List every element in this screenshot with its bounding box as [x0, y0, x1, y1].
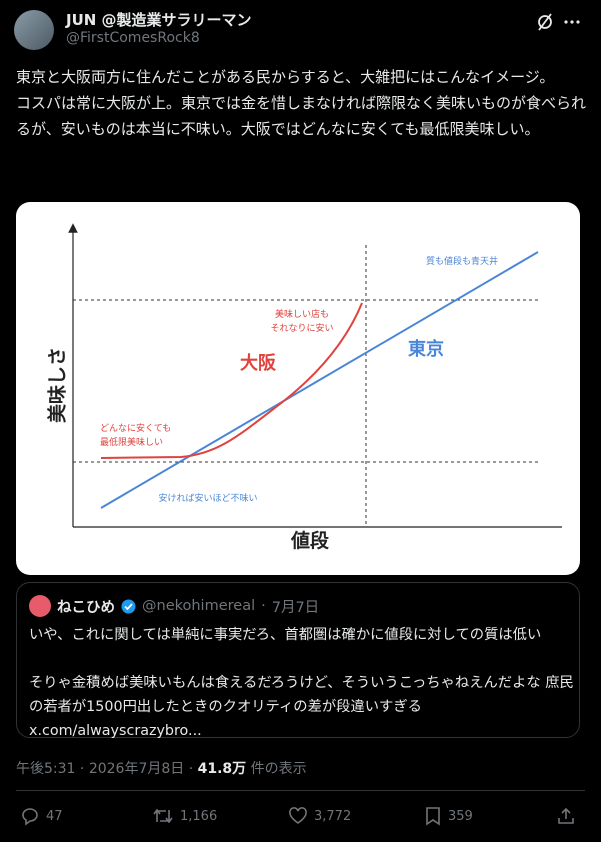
quote-avatar [29, 595, 51, 617]
tokyo-line [100, 251, 539, 509]
annotation: どんなに安くても [100, 422, 171, 434]
diagram: 美味しさ 値段 大阪 東京 質も値段も青天井 美味しい店も それなりに安い どん… [46, 223, 562, 552]
divider [16, 790, 585, 791]
bookmark-icon [426, 807, 440, 826]
quote-paragraph: そりゃ金積めば美味いもんは食えるだろうけど、そういうこっちゃねえんだよな 庶民の… [29, 675, 574, 715]
quote-name: ねこひめ [57, 599, 115, 616]
author-name[interactable]: JUN @製造業サラリーマン [66, 11, 252, 29]
annotation: それなりに安い [270, 322, 333, 334]
annotation: 質も値段も青天井 [426, 255, 498, 267]
separator: · [261, 598, 266, 614]
bookmark-button[interactable]: 359 [424, 806, 473, 826]
x-axis-label: 値段 [290, 529, 330, 552]
quoted-post[interactable]: ねこひめ @nekohimereal · 7月7日 いや、これに関しては単純に事… [16, 582, 580, 739]
annotation: 安ければ安いほど不味い [158, 492, 257, 504]
like-button[interactable]: 3,772 [288, 806, 351, 826]
osaka-label: 大阪 [240, 352, 277, 374]
header-icons[interactable] [536, 12, 596, 32]
view-label: 件の表示 [250, 761, 307, 777]
tokyo-label: 東京 [408, 338, 444, 360]
repost-count: 1,166 [180, 808, 218, 824]
like-count: 3,772 [314, 808, 352, 824]
like-icon [289, 807, 307, 824]
avatar[interactable] [14, 10, 54, 50]
repost-icon [153, 808, 173, 824]
post-paragraph: 東京と大阪両方に住んだことがある民からすると、大雑把にはこんなイメージ。 [16, 68, 555, 86]
quote-paragraph: いや、これに関しては単純に事実だろ、首都圏は確かに値段に対しての質は低い [29, 627, 542, 643]
share-icon[interactable] [556, 806, 576, 826]
annotation: 美味しい店も [275, 308, 329, 320]
y-axis-label: 美味しさ [46, 347, 69, 423]
reply-button[interactable]: 47 [20, 806, 63, 826]
author-handle[interactable]: @FirstComesRock8 [66, 30, 200, 46]
post-paragraph: コスパは常に大阪が上。東京では金を惜しまなければ際限なく美味いものが食べられるが… [16, 94, 587, 138]
repost-button[interactable]: 1,166 [152, 806, 217, 826]
reply-count: 47 [46, 808, 63, 824]
post-meta: 午後5:31 · 2026年7月8日 · 41.8万 件の表示 [16, 761, 307, 777]
quote-link[interactable]: x.com/alwayscrazybro... [29, 723, 202, 739]
quote-header: ねこひめ @nekohimereal · 7月7日 [29, 595, 319, 617]
quote-handle: @nekohimereal [142, 598, 256, 614]
post-image[interactable]: 美味しさ 値段 大阪 東京 質も値段も青天井 美味しい店も それなりに安い どん… [16, 202, 580, 575]
reply-icon [22, 808, 38, 826]
post-body: 東京と大阪両方に住んだことがある民からすると、大雑把にはこんなイメージ。 コスパ… [16, 64, 588, 142]
view-count: 41.8万 [197, 761, 247, 777]
quote-body: いや、これに関しては単純に事実だろ、首都圏は確かに値段に対しての質は低い そりゃ… [29, 623, 574, 743]
quote-date: 7月7日 [271, 599, 320, 616]
annotation: 最低限美味しい [100, 436, 163, 448]
bookmark-count: 359 [448, 808, 473, 824]
verified-badge [121, 599, 136, 613]
post-date: 2026年7月8日 [88, 761, 185, 777]
post-time: 午後5:31 [16, 761, 76, 777]
osaka-line [100, 302, 363, 459]
